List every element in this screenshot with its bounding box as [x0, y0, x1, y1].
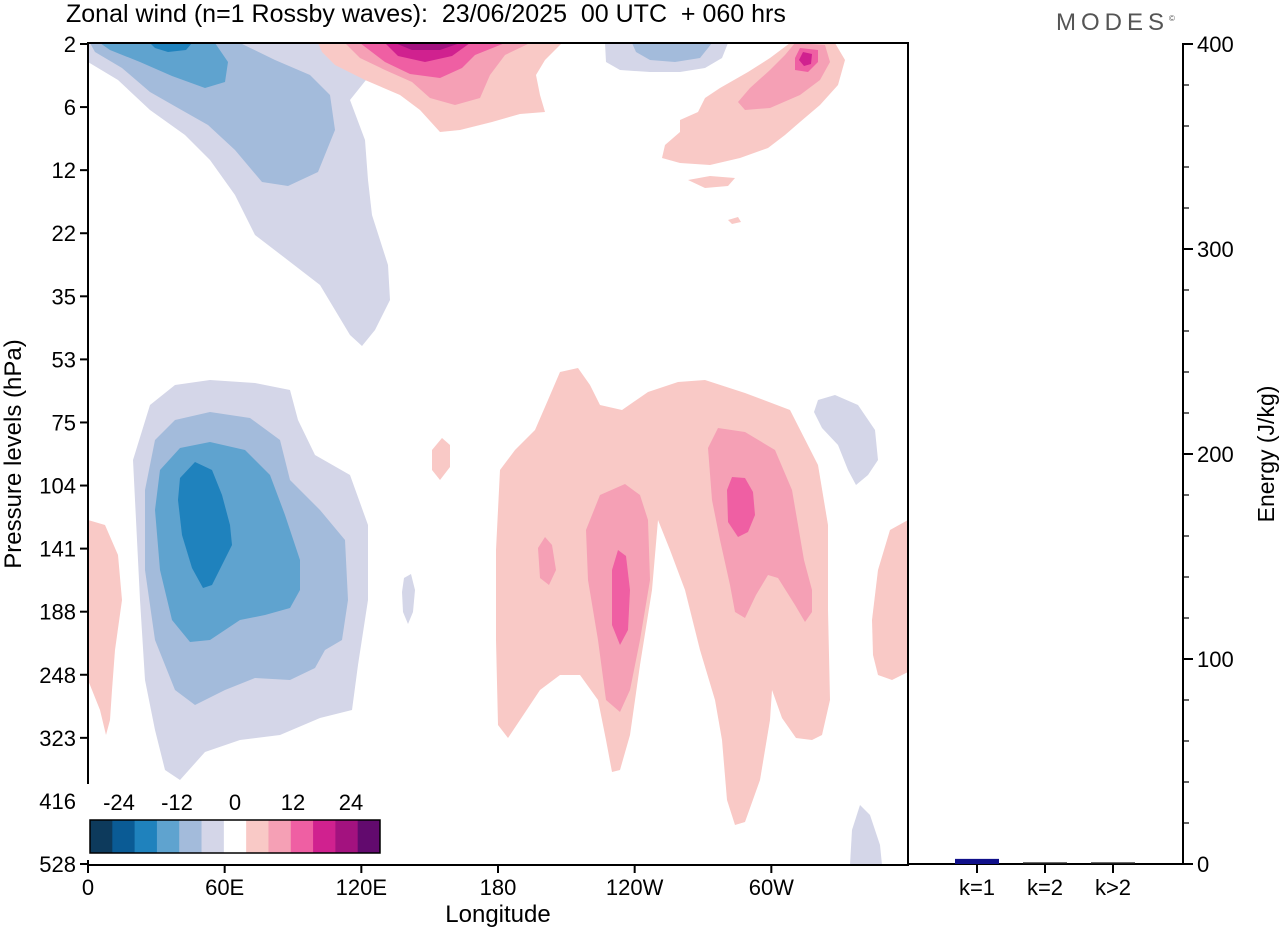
y-tick-label: 141	[39, 537, 76, 562]
contour-neg-upper-16	[150, 43, 192, 52]
contour-pos-lower-12b	[727, 477, 755, 537]
colorbar: -24 -12 0 12 24	[80, 784, 388, 860]
y-tick-label: 75	[52, 410, 76, 435]
chart-title: Zonal wind (n=1 Rossby waves): 23/06/202…	[66, 0, 786, 28]
colorbar-tick-label: 24	[339, 790, 363, 815]
colorbar-tick-label: 0	[229, 790, 241, 815]
colorbar-swatch	[201, 820, 225, 853]
energy-category-label: k>2	[1095, 875, 1131, 900]
colorbar-frame	[89, 819, 381, 854]
y-tick-label: 22	[52, 221, 76, 246]
contour-field	[88, 43, 908, 865]
contour-pos-lower-12a	[612, 550, 630, 645]
energy-tick-label: 300	[1197, 237, 1234, 262]
colorbar-tick-label: -24	[103, 790, 135, 815]
contour-pos-upper-16	[385, 43, 470, 62]
y-tick-label: 248	[39, 663, 76, 688]
contour-pos-upper-w-16	[799, 52, 812, 66]
copyright-mark: ©	[1169, 14, 1175, 23]
colorbar-swatch	[223, 820, 247, 853]
y-tick-label: 416	[39, 789, 76, 814]
contour-neg-upper-8	[90, 43, 335, 186]
colorbar-swatch	[246, 820, 269, 853]
energy-axis-label: Energy (J/kg)	[1253, 386, 1279, 523]
contour-pos-lower-small-a	[538, 537, 556, 585]
contour-neg-lower-small	[402, 574, 415, 624]
y-tick-label: 323	[39, 726, 76, 751]
x-tick-label: 60E	[205, 875, 244, 900]
colorbar-swatch	[156, 820, 180, 853]
y-axis-label: Pressure levels (hPa)	[0, 339, 27, 568]
energy-bar	[1091, 862, 1135, 864]
contour-pos-lower-8b	[708, 428, 812, 622]
energy-tick-label: 100	[1197, 647, 1234, 672]
energy-panel: 0 100 200 300 400 k=1 k=2 k>2	[908, 32, 1234, 900]
contour-pos-lower-4	[496, 368, 830, 825]
energy-tick-label: 0	[1197, 852, 1209, 877]
contour-neg-lower-16	[178, 462, 232, 588]
energy-bar	[1023, 862, 1067, 864]
y-axis: 2 6 12 22 35 53 75 104 141 188 248 323 416 528	[39, 32, 88, 877]
x-axis-label: Longitude	[445, 901, 550, 928]
colorbar-swatch	[90, 820, 113, 853]
colorbar-swatch	[134, 820, 158, 853]
colorbar-swatch	[179, 820, 203, 853]
x-tick-label: 60W	[749, 875, 794, 900]
energy-bar	[955, 858, 999, 864]
brand-logo: MODES©	[1056, 9, 1175, 37]
colorbar-swatch	[112, 820, 136, 853]
y-tick-label: 2	[64, 32, 76, 57]
brand-text: MODES	[1056, 9, 1170, 36]
contour-pos-blob-a	[688, 176, 735, 188]
x-axis: 0 60E 120E 180 120W 60W	[82, 865, 794, 900]
contour-pos-edge-east	[872, 520, 908, 680]
y-tick-label: 528	[39, 852, 76, 877]
colorbar-swatch	[313, 820, 336, 853]
contour-pos-blob-b	[728, 217, 741, 224]
contour-neg-bottom-right	[850, 805, 882, 865]
colorbar-swatch	[335, 820, 359, 853]
x-tick-label: 180	[480, 875, 517, 900]
y-tick-label: 188	[39, 600, 76, 625]
contour-pos-edge-west	[88, 520, 122, 735]
y-tick-label: 6	[64, 95, 76, 120]
colorbar-tick-label: 12	[281, 790, 305, 815]
y-tick-label: 35	[52, 284, 76, 309]
colorbar-tick-label: -12	[161, 790, 193, 815]
energy-tick-label: 400	[1197, 32, 1234, 57]
contour-pos-upper-20	[395, 43, 460, 50]
x-tick-label: 120W	[606, 875, 664, 900]
x-tick-label: 120E	[336, 875, 387, 900]
y-tick-label: 104	[39, 474, 76, 499]
energy-tick-label: 200	[1197, 442, 1234, 467]
energy-category-label: k=1	[959, 875, 995, 900]
colorbar-swatch	[290, 820, 314, 853]
energy-category-label: k=2	[1027, 875, 1063, 900]
x-tick-label: 0	[82, 875, 94, 900]
y-tick-label: 53	[52, 347, 76, 372]
contour-neg-upper-12	[100, 43, 228, 88]
contour-pos-lower-small-b	[432, 438, 450, 480]
colorbar-swatch	[268, 820, 292, 853]
colorbar-swatch	[357, 820, 381, 853]
contour-neg-upper-dateline-8	[632, 43, 712, 62]
contour-neg-mid-w	[814, 395, 878, 485]
y-tick-label: 12	[52, 158, 76, 183]
